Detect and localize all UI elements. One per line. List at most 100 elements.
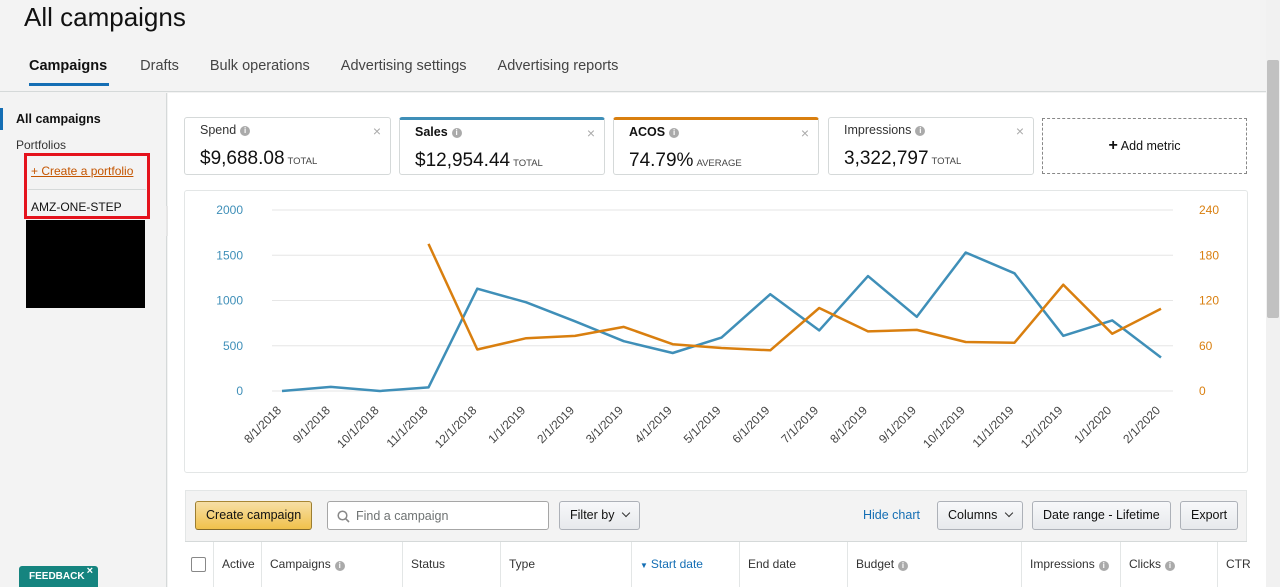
x-axis-tick-label: 9/1/2018 (290, 403, 333, 446)
info-icon[interactable]: i (915, 126, 926, 136)
feedback-button[interactable]: FEEDBACK × (19, 565, 98, 587)
metric-value: 74.79% AVERAGE (629, 150, 742, 171)
x-axis-tick-label: 9/1/2019 (876, 403, 919, 446)
x-axis-tick-label: 12/1/2018 (432, 403, 480, 451)
x-axis-tick-label: 12/1/2019 (1018, 403, 1066, 451)
table-header: Active Campaigns i Status Type ▼ Start dat… (185, 541, 1251, 587)
x-axis-tick-label: 7/1/2019 (778, 403, 821, 446)
metric-value: 3,322,797 TOTAL (844, 148, 962, 169)
chevron-down-icon (1005, 508, 1014, 518)
acos-series-line (427, 243, 1162, 352)
right-axis-tick-label: 120 (1199, 294, 1219, 308)
close-icon[interactable]: × (1015, 123, 1024, 139)
info-icon[interactable]: i (451, 128, 462, 138)
redacted-block (26, 220, 145, 308)
sidebar-item-portfolio[interactable]: AMZ-ONE-STEP (31, 200, 122, 214)
column-header-active[interactable]: Active (214, 542, 262, 587)
x-axis-tick-label: 6/1/2019 (730, 403, 773, 446)
sidebar-portfolios-heading: Portfolios (16, 138, 67, 152)
export-button[interactable]: Export (1180, 501, 1239, 530)
x-axis-tick-label: 4/1/2019 (632, 403, 675, 446)
metric-card-acos[interactable]: ACOS i × 74.79% AVERAGE (613, 117, 819, 175)
tab-campaigns[interactable]: Campaigns (29, 58, 110, 86)
info-icon[interactable]: i (669, 128, 680, 138)
date-range-button[interactable]: Date range - Lifetime (1032, 501, 1171, 530)
hide-chart-link[interactable]: Hide chart (863, 508, 920, 522)
left-axis-tick-label: 0 (236, 384, 243, 398)
left-axis-tick-label: 2000 (216, 203, 243, 217)
x-axis-tick-label: 1/1/2019 (485, 403, 528, 446)
search-input[interactable] (356, 506, 541, 526)
left-axis-tick-label: 1000 (216, 294, 243, 308)
tab-advertising-reports[interactable]: Advertising reports (497, 58, 619, 74)
close-icon[interactable]: × (586, 125, 595, 141)
column-header-start-date[interactable]: ▼ Start date (632, 542, 740, 587)
x-axis-tick-label: 10/1/2019 (920, 403, 968, 451)
metric-value: $12,954.44 TOTAL (415, 150, 543, 171)
left-axis-tick-label: 1500 (216, 248, 243, 262)
tab-drafts[interactable]: Drafts (140, 58, 179, 74)
chart-panel: 2000 1500 1000 500 0 240 180 120 60 0 8/1/2018 9/1/… (184, 190, 1248, 473)
info-icon[interactable]: i (240, 126, 251, 136)
metric-card-spend[interactable]: Spend i × $9,688.08 TOTAL (184, 117, 391, 175)
metric-label: Impressions i (844, 123, 926, 137)
tab-bulk-operations[interactable]: Bulk operations (209, 58, 310, 74)
filter-by-button[interactable]: Filter by (559, 501, 641, 530)
left-axis-tick-label: 500 (223, 339, 243, 353)
metric-label: Sales i (415, 125, 462, 139)
column-header-end-date[interactable]: End date (740, 542, 848, 587)
x-axis-tick-label: 11/1/2018 (384, 403, 431, 450)
column-header-type[interactable]: Type (501, 542, 632, 587)
chevron-down-icon (622, 508, 631, 518)
x-axis-tick-label: 8/1/2018 (241, 403, 284, 446)
sidebar-divider (28, 189, 146, 190)
columns-button[interactable]: Columns (937, 501, 1024, 530)
page-title: All campaigns (24, 2, 186, 32)
column-header-clicks[interactable]: Clicks i (1121, 542, 1218, 587)
metric-label: Spend i (200, 123, 251, 137)
info-icon[interactable]: i (334, 561, 345, 571)
column-header-ctr[interactable]: CTR (1226, 557, 1251, 571)
x-axis-tick-label: 8/1/2019 (827, 403, 870, 446)
right-axis-tick-label: 240 (1199, 203, 1219, 217)
info-icon[interactable]: i (1098, 561, 1109, 571)
metric-card-impressions[interactable]: Impressions i × 3,322,797 TOTAL (828, 117, 1034, 175)
column-header-status[interactable]: Status (403, 542, 501, 587)
metric-value: $9,688.08 TOTAL (200, 148, 318, 169)
add-metric-button[interactable]: + Add metric (1042, 118, 1247, 174)
sales-series-line (281, 251, 1162, 393)
sort-desc-icon: ▼ (640, 561, 648, 570)
tab-advertising-settings[interactable]: Advertising settings (340, 58, 467, 74)
column-header-impressions[interactable]: Impressions i (1022, 542, 1121, 587)
create-campaign-button[interactable]: Create campaign (195, 501, 313, 530)
create-portfolio-link[interactable]: + Create a portfolio (31, 164, 134, 178)
close-icon[interactable]: × (800, 125, 809, 141)
x-axis-tick-label: 3/1/2019 (583, 403, 626, 446)
scrollbar-thumb[interactable] (1267, 60, 1279, 318)
x-axis-tick-label: 2/1/2019 (534, 403, 577, 446)
metric-label: ACOS i (629, 125, 680, 139)
metric-card-sales[interactable]: Sales i × $12,954.44 TOTAL (399, 117, 605, 175)
main-tabs: Campaigns Drafts Bulk operations Adverti… (29, 58, 649, 86)
search-icon (337, 510, 350, 523)
close-icon[interactable]: × (372, 123, 381, 139)
x-axis-tick-label: 11/1/2019 (970, 403, 1017, 450)
x-axis-tick-label: 10/1/2018 (334, 403, 382, 451)
annotation-highlight-box (24, 153, 150, 219)
info-icon[interactable]: i (898, 561, 909, 571)
close-icon[interactable]: × (86, 565, 93, 577)
sidebar-item-all-campaigns[interactable]: All campaigns (0, 108, 101, 130)
plus-icon: + (1108, 137, 1118, 154)
right-axis-tick-label: 180 (1199, 248, 1219, 262)
right-axis-tick-label: 60 (1199, 339, 1213, 353)
info-icon[interactable]: i (1165, 561, 1175, 571)
right-axis-tick-label: 0 (1199, 384, 1206, 398)
column-select-all (185, 542, 214, 587)
search-box (327, 501, 549, 530)
column-header-campaigns[interactable]: Campaigns i (262, 542, 403, 587)
x-axis-tick-label: 2/1/2020 (1120, 403, 1163, 446)
column-header-budget[interactable]: Budget i (848, 542, 1022, 587)
select-all-checkbox[interactable] (191, 557, 206, 572)
sidebar: All campaigns Portfolios + Create a port… (0, 93, 167, 587)
